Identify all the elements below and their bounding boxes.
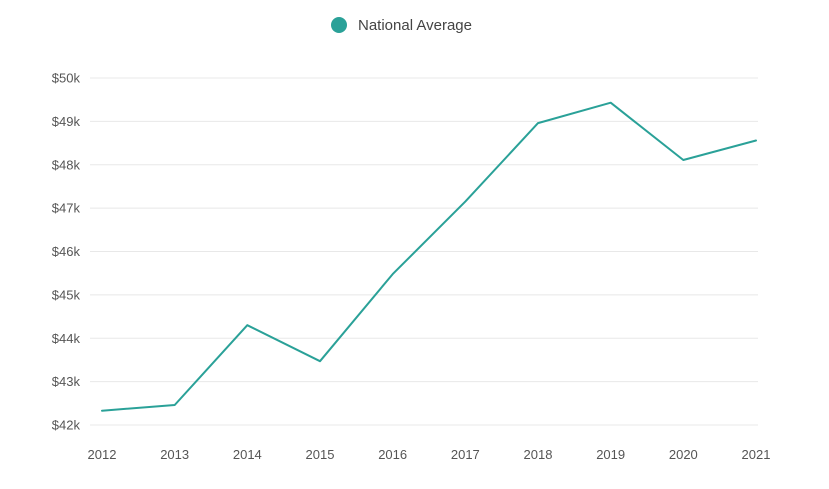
x-tick-label: 2016 (378, 447, 407, 462)
data-point[interactable] (315, 356, 325, 366)
legend-marker (331, 17, 347, 33)
x-tick-label: 2012 (88, 447, 117, 462)
x-tick-label: 2021 (742, 447, 771, 462)
data-point[interactable] (388, 269, 398, 279)
y-tick-label: $44k (52, 331, 81, 346)
data-point[interactable] (242, 320, 252, 330)
x-tick-label: 2015 (306, 447, 335, 462)
x-axis: 2012 2013 2014 2015 2016 2017 2018 2019 2020 2021 (88, 447, 771, 462)
series-group (97, 98, 761, 416)
y-tick-label: $46k (52, 244, 81, 259)
x-tick-label: 2017 (451, 447, 480, 462)
y-tick-label: $42k (52, 418, 81, 433)
series-line-national-average[interactable] (101, 101, 757, 412)
data-point[interactable] (606, 98, 616, 108)
x-tick-label: 2020 (669, 447, 698, 462)
y-tick-label: $49k (52, 114, 81, 129)
y-tick-label: $48k (52, 157, 81, 172)
data-point[interactable] (170, 400, 180, 410)
x-tick-label: 2014 (233, 447, 262, 462)
y-tick-label: $43k (52, 374, 81, 389)
y-tick-label: $47k (52, 201, 81, 216)
legend[interactable]: National Average (331, 17, 472, 34)
data-point[interactable] (97, 406, 107, 416)
x-tick-label: 2018 (524, 447, 553, 462)
legend-label-national-average: National Average (358, 17, 472, 34)
y-axis: $42k $43k $44k $45k $46k $47k $48k $49k $50k (52, 71, 81, 433)
data-point[interactable] (678, 155, 688, 165)
x-tick-label: 2019 (596, 447, 625, 462)
y-tick-label: $50k (52, 71, 81, 86)
grid (90, 77, 758, 426)
data-point[interactable] (533, 118, 543, 128)
data-point[interactable] (751, 135, 761, 145)
data-point[interactable] (460, 197, 470, 207)
x-tick-label: 2013 (160, 447, 189, 462)
y-tick-label: $45k (52, 287, 81, 302)
